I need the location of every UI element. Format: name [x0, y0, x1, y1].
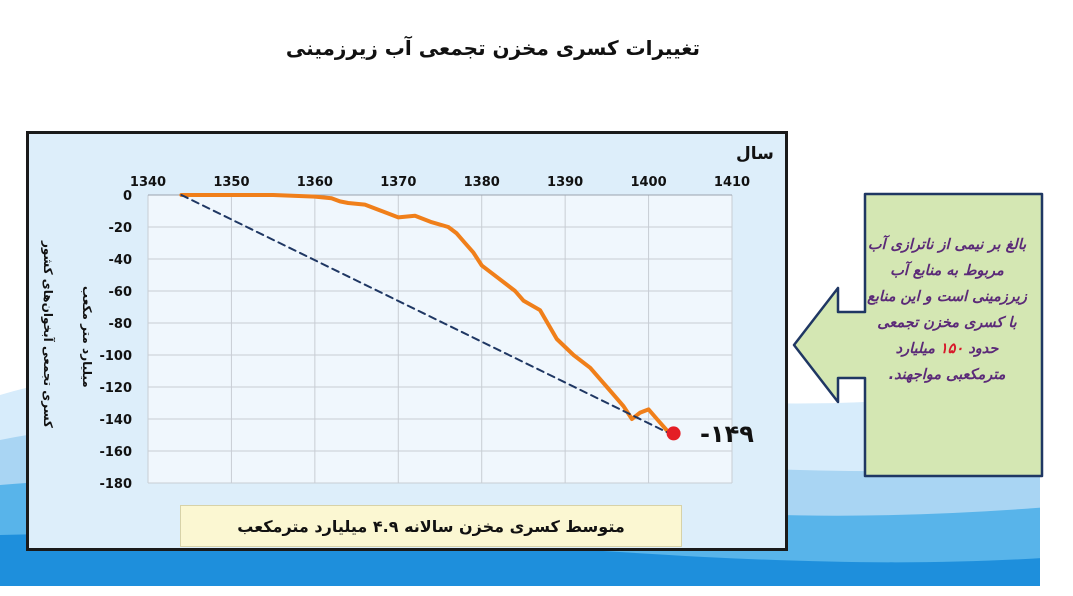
x-tick-label: 1410	[714, 175, 750, 190]
callout-highlight: ۱۵۰	[939, 341, 964, 357]
y-axis-unit: میلیارد متر مکعب	[80, 286, 94, 388]
x-tick-label: 1340	[130, 175, 166, 190]
callout-text-before: بالغ بر نیمی از ناترازی آب مربوط به مناب…	[867, 237, 1027, 357]
y-tick-label: -180	[99, 477, 132, 492]
x-tick-label: 1380	[464, 175, 500, 190]
callout-text-after: میلیارد مترمکعبی مواجهند.	[888, 341, 1006, 383]
chart-frame: 0 -20 -40 -60 -80 -100 -120 -140 -160 -180 1340 135…	[26, 131, 788, 551]
x-tick-label: 1390	[547, 175, 583, 190]
slide-title: تغییرات کسری مخزن تجمعی آب زیرزمینی	[285, 36, 701, 60]
y-tick-label: -80	[109, 317, 133, 332]
x-tick-label: 1400	[630, 175, 666, 190]
plot-area	[148, 195, 732, 483]
y-tick-label: -100	[99, 349, 132, 364]
callout-arrow-box	[792, 192, 1044, 478]
end-point-marker	[666, 426, 681, 441]
y-tick-label: -40	[109, 253, 133, 268]
x-tick-label: 1370	[380, 175, 416, 190]
line-chart: 0 -20 -40 -60 -80 -100 -120 -140 -160 -180 1340 135…	[99, 175, 750, 492]
y-tick-label: -160	[99, 445, 132, 460]
x-tick-label: 1360	[297, 175, 333, 190]
trend-dashed-line	[180, 194, 671, 435]
average-deficit-box: متوسط کسری مخزن سالانه ۴.۹ میلیارد مترمک…	[180, 505, 682, 547]
x-tick-label: 1350	[213, 175, 249, 190]
y-tick-label: -60	[109, 285, 133, 300]
end-value-label: -۱۴۹	[700, 420, 754, 448]
y-tick-label: -20	[109, 221, 133, 236]
y-tick-label: -140	[99, 413, 132, 428]
callout-text: بالغ بر نیمی از ناترازی آب مربوط به مناب…	[864, 232, 1030, 388]
y-tick-label: -120	[99, 381, 132, 396]
y-tick-label: 0	[123, 189, 132, 204]
y-axis-title: کسری تجمعی آبخوان‌های کشور	[41, 240, 55, 428]
x-axis-title: سال	[736, 144, 774, 164]
